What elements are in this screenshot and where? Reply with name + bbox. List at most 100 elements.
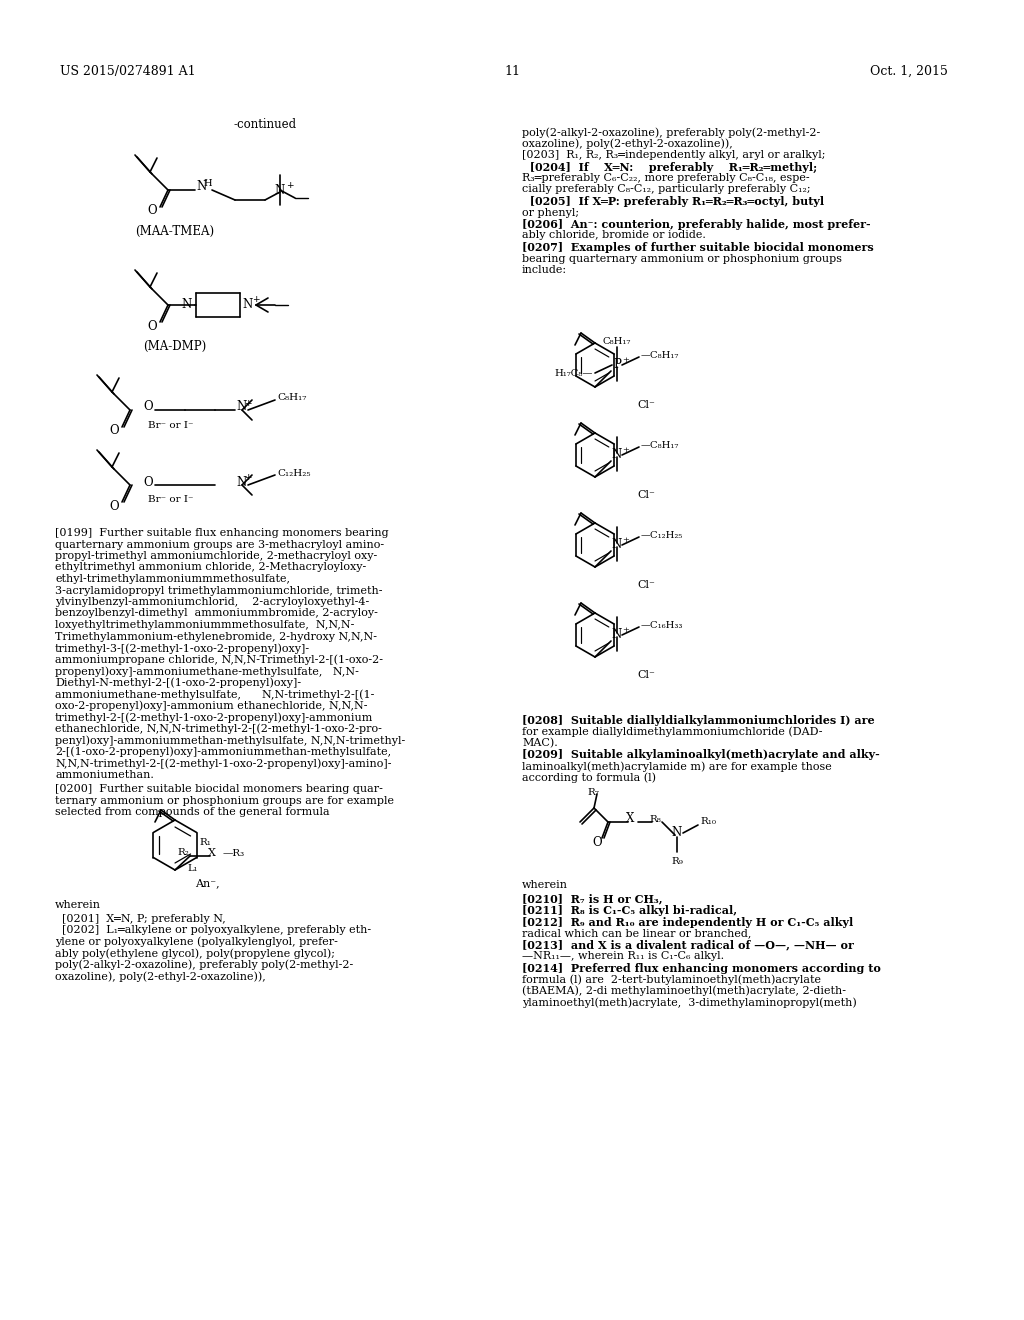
Text: [0200]  Further suitable biocidal monomers bearing quar-: [0200] Further suitable biocidal monomer… <box>55 784 383 795</box>
Text: N: N <box>181 297 193 310</box>
Text: O: O <box>110 425 119 437</box>
Text: (MA-DMP): (MA-DMP) <box>143 341 207 352</box>
Text: —NR₁₁—, wherein R₁₁ is C₁-C₆ alkyl.: —NR₁₁—, wherein R₁₁ is C₁-C₆ alkyl. <box>522 950 724 961</box>
Text: +: + <box>252 296 259 305</box>
Text: [0211]  R₈ is C₁-C₅ alkyl bi-radical,: [0211] R₈ is C₁-C₅ alkyl bi-radical, <box>522 906 737 916</box>
Text: trimethyl-3-[(2-methyl-1-oxo-2-propenyl)oxy]-: trimethyl-3-[(2-methyl-1-oxo-2-propenyl)… <box>55 643 310 653</box>
Text: O: O <box>110 499 119 512</box>
Text: formula (l) are  2-tert-butylaminoethyl(meth)acrylate: formula (l) are 2-tert-butylaminoethyl(m… <box>522 974 821 985</box>
Text: ethyl-trimethylammoniummmethosulfate,: ethyl-trimethylammoniummmethosulfate, <box>55 574 290 583</box>
Text: O: O <box>592 837 602 850</box>
Text: [0210]  R₇ is H or CH₃,: [0210] R₇ is H or CH₃, <box>522 894 663 904</box>
Text: —C₁₂H₂₅: —C₁₂H₂₅ <box>641 531 683 540</box>
Text: N: N <box>612 539 623 552</box>
Text: 3-acrylamidopropyl trimethylammoniumchloride, trimeth-: 3-acrylamidopropyl trimethylammoniumchlo… <box>55 586 383 595</box>
Text: [0206]  An⁻: counterion, preferably halide, most prefer-: [0206] An⁻: counterion, preferably halid… <box>522 219 870 230</box>
Text: ethanechloride, N,N,N-trimethyl-2-[(2-methyl-1-oxo-2-pro-: ethanechloride, N,N,N-trimethyl-2-[(2-me… <box>55 723 382 734</box>
Text: R₂: R₂ <box>177 847 189 857</box>
Text: [0201]  X═N, P; preferably N,: [0201] X═N, P; preferably N, <box>55 913 225 924</box>
Text: Oct. 1, 2015: Oct. 1, 2015 <box>870 65 948 78</box>
Text: Diethyl-N-methyl-2-[(1-oxo-2-propenyl)oxy]-: Diethyl-N-methyl-2-[(1-oxo-2-propenyl)ox… <box>55 677 301 688</box>
Text: N: N <box>612 449 623 462</box>
Text: R₉: R₉ <box>671 857 683 866</box>
Text: penyl)oxy]-ammoniummethan-methylsulfate, N,N,N-trimethyl-: penyl)oxy]-ammoniummethan-methylsulfate,… <box>55 735 406 746</box>
Text: oxazoline), poly(2-ethyl-2-oxazoline)),: oxazoline), poly(2-ethyl-2-oxazoline)), <box>522 139 733 149</box>
Text: Cl⁻: Cl⁻ <box>637 671 655 680</box>
Text: ammoniumethan.: ammoniumethan. <box>55 770 154 780</box>
Text: ably poly(ethylene glycol), poly(propylene glycol);: ably poly(ethylene glycol), poly(propyle… <box>55 948 335 958</box>
Text: oxo-2-propenyl)oxy]-ammonium ethanechloride, N,N,N-: oxo-2-propenyl)oxy]-ammonium ethanechlor… <box>55 701 368 711</box>
Text: Trimethylammonium-ethylenebromide, 2-hydroxy N,N,N-: Trimethylammonium-ethylenebromide, 2-hyd… <box>55 631 377 642</box>
Text: +: + <box>622 626 629 634</box>
Text: [0208]  Suitable diallyldialkylammoniumchlorides I) are: [0208] Suitable diallyldialkylammoniumch… <box>522 715 874 726</box>
Text: ylaminoethyl(meth)acrylate,  3-dimethylaminopropyl(meth): ylaminoethyl(meth)acrylate, 3-dimethylam… <box>522 997 857 1007</box>
Text: +: + <box>622 356 629 364</box>
Text: N: N <box>196 180 206 193</box>
Text: ammoniumpropane chloride, N,N,N-Trimethyl-2-[(1-oxo-2-: ammoniumpropane chloride, N,N,N-Trimethy… <box>55 655 383 665</box>
Text: +: + <box>244 399 252 408</box>
Text: N: N <box>242 297 252 310</box>
Text: +: + <box>622 446 629 454</box>
Text: O: O <box>143 400 153 413</box>
Text: Cl⁻: Cl⁻ <box>637 400 655 411</box>
Text: (MAA-TMEA): (MAA-TMEA) <box>135 224 215 238</box>
Text: [0205]  If X═P: preferably R₁═R₂═R₃═octyl, butyl: [0205] If X═P: preferably R₁═R₂═R₃═octyl… <box>522 195 824 207</box>
Text: quarternary ammonium groups are 3-methacryloyl amino-: quarternary ammonium groups are 3-methac… <box>55 540 384 549</box>
Text: or phenyl;: or phenyl; <box>522 207 580 218</box>
Text: selected from compounds of the general formula: selected from compounds of the general f… <box>55 807 330 817</box>
Text: ternary ammonium or phosphonium groups are for example: ternary ammonium or phosphonium groups a… <box>55 796 394 805</box>
Text: +: + <box>622 536 629 544</box>
Text: —C₁₆H₃₃: —C₁₆H₃₃ <box>641 620 683 630</box>
Text: [0204]  If    X═N:    preferably    R₁═R₂═methyl;: [0204] If X═N: preferably R₁═R₂═methyl; <box>522 161 817 173</box>
Text: H₁₇C₈—: H₁₇C₈— <box>555 368 593 378</box>
Text: include:: include: <box>522 265 567 275</box>
Text: —R₃: —R₃ <box>223 849 245 858</box>
Text: P: P <box>613 359 621 371</box>
Text: [0209]  Suitable alkylaminoalkyl(meth)acrylate and alky-: [0209] Suitable alkylaminoalkyl(meth)acr… <box>522 750 880 760</box>
Text: C₁₂H₂₅: C₁₂H₂₅ <box>278 469 310 478</box>
Text: [0203]  R₁, R₂, R₃═independently alkyl, aryl or aralkyl;: [0203] R₁, R₂, R₃═independently alkyl, a… <box>522 150 825 160</box>
Text: N: N <box>612 628 623 642</box>
Text: C₈H₁₇: C₈H₁₇ <box>603 337 631 346</box>
Text: ethyltrimethyl ammonium chloride, 2-Methacryloyloxy-: ethyltrimethyl ammonium chloride, 2-Meth… <box>55 562 367 573</box>
Text: according to formula (l): according to formula (l) <box>522 772 656 783</box>
Text: propenyl)oxy]-ammoniumethane-methylsulfate,   N,N-: propenyl)oxy]-ammoniumethane-methylsulfa… <box>55 667 358 677</box>
Text: An⁻,: An⁻, <box>195 878 219 888</box>
Text: —C₈H₁₇: —C₈H₁₇ <box>641 351 679 359</box>
Text: loxyethyltrimethylammoniummmethosulfate,  N,N,N-: loxyethyltrimethylammoniummmethosulfate,… <box>55 620 354 630</box>
Text: X: X <box>626 813 634 825</box>
Text: N: N <box>672 826 682 840</box>
Text: radical which can be linear or branched,: radical which can be linear or branched, <box>522 928 752 939</box>
Text: N: N <box>274 183 285 197</box>
Text: benzoylbenzyl-dimethyl  ammoniummbromide, 2-acryloy-: benzoylbenzyl-dimethyl ammoniummbromide,… <box>55 609 378 619</box>
Text: 2-[(1-oxo-2-propenyl)oxy]-ammoniummethan-methylsulfate,: 2-[(1-oxo-2-propenyl)oxy]-ammoniummethan… <box>55 747 391 758</box>
Text: laminoalkyl(meth)acrylamide m) are for example those: laminoalkyl(meth)acrylamide m) are for e… <box>522 762 831 772</box>
Text: R₇: R₇ <box>587 788 599 797</box>
Text: H: H <box>203 178 212 187</box>
Text: US 2015/0274891 A1: US 2015/0274891 A1 <box>60 65 196 78</box>
Text: propyl-trimethyl ammoniumchloride, 2-methacryloyl oxy-: propyl-trimethyl ammoniumchloride, 2-met… <box>55 550 377 561</box>
Text: ammoniumethane-methylsulfate,      N,N-trimethyl-2-[(1-: ammoniumethane-methylsulfate, N,N-trimet… <box>55 689 375 700</box>
Text: Br⁻ or I⁻: Br⁻ or I⁻ <box>148 421 194 429</box>
Text: [0212]  R₉ and R₁₀ are independently H or C₁-C₅ alkyl: [0212] R₉ and R₁₀ are independently H or… <box>522 916 853 928</box>
Text: cially preferably C₈-C₁₂, particularly preferably C₁₂;: cially preferably C₈-C₁₂, particularly p… <box>522 185 811 194</box>
Text: [0202]  L₁═alkylene or polyoxyalkylene, preferably eth-: [0202] L₁═alkylene or polyoxyalkylene, p… <box>55 925 371 935</box>
Text: -continued: -continued <box>233 117 297 131</box>
Text: [0213]  and X is a divalent radical of —O—, —NH— or: [0213] and X is a divalent radical of —O… <box>522 940 854 950</box>
Text: O: O <box>147 319 157 333</box>
Text: R₃═preferably C₆-C₂₂, more preferably C₈-C₁₈, espe-: R₃═preferably C₆-C₂₂, more preferably C₈… <box>522 173 810 183</box>
Text: N,N,N-trimethyl-2-[(2-methyl-1-oxo-2-propenyl)oxy]-amino]-: N,N,N-trimethyl-2-[(2-methyl-1-oxo-2-pro… <box>55 758 391 768</box>
Text: R₁₀: R₁₀ <box>700 817 716 826</box>
Text: poly(2-alkyl-2-oxazoline), preferably poly(2-methyl-2-: poly(2-alkyl-2-oxazoline), preferably po… <box>522 127 820 137</box>
Text: trimethyl-2-[(2-methyl-1-oxo-2-propenyl)oxy]-ammonium: trimethyl-2-[(2-methyl-1-oxo-2-propenyl)… <box>55 711 374 722</box>
Text: [0207]  Examples of further suitable biocidal monomers: [0207] Examples of further suitable bioc… <box>522 242 873 253</box>
Text: Cl⁻: Cl⁻ <box>637 579 655 590</box>
Text: R₈: R₈ <box>649 814 660 824</box>
Text: (tBAEMA), 2-di methylaminoethyl(meth)acrylate, 2-dieth-: (tBAEMA), 2-di methylaminoethyl(meth)acr… <box>522 986 846 997</box>
Text: ably chloride, bromide or iodide.: ably chloride, bromide or iodide. <box>522 231 706 240</box>
Text: ylene or polyoxyalkylene (polyalkylenglyol, prefer-: ylene or polyoxyalkylene (polyalkylengly… <box>55 936 338 946</box>
Text: wherein: wherein <box>55 900 101 909</box>
Text: Cl⁻: Cl⁻ <box>637 490 655 500</box>
Text: C₈H₁₇: C₈H₁₇ <box>278 393 306 403</box>
Text: L₁: L₁ <box>187 865 199 873</box>
